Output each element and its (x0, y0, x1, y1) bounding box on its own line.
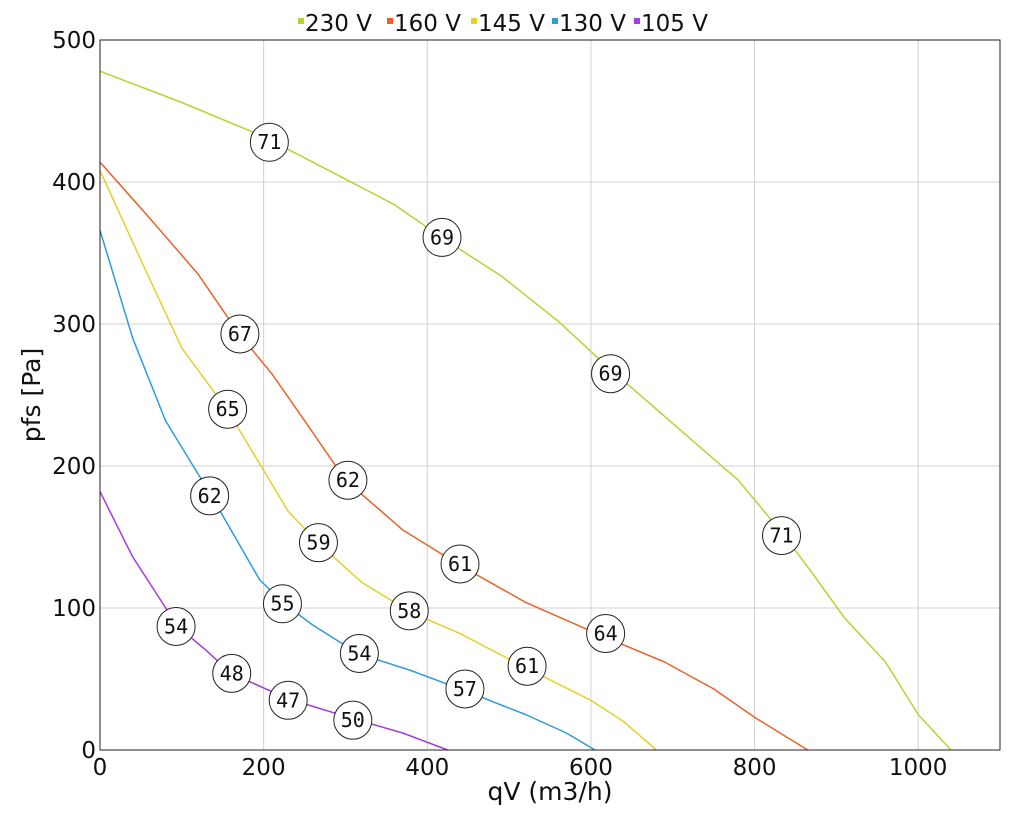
y-tick-label: 200 (52, 454, 96, 480)
annotations: 71 69 69 71 67 62 61 64 65 59 58 61 62 55 54 57 54 48 47 50 (156, 122, 802, 740)
noise-level-marker (298, 523, 338, 563)
x-tick-label: 400 (405, 755, 449, 781)
noise-level-marker (422, 217, 462, 257)
noise-level-marker (762, 516, 802, 556)
y-tick-label: 0 (81, 738, 96, 764)
tick-labels: 0 200 400 600 800 1000 0 100 200 300 400 500 (52, 28, 947, 781)
noise-level-label: 69 (430, 225, 454, 249)
noise-level-marker (268, 680, 308, 720)
noise-level-marker (445, 669, 485, 709)
noise-level-marker (262, 584, 302, 624)
y-axis-title: pfs [Pa] (17, 348, 46, 442)
noise-level-marker (249, 122, 289, 162)
legend-swatch (471, 18, 477, 24)
legend: 230 V 160 V 145 V 130 V 105 V (298, 11, 708, 37)
noise-level-label: 69 (598, 362, 622, 386)
y-tick-label: 100 (52, 596, 96, 622)
noise-level-label: 55 (270, 592, 294, 616)
noise-level-marker (591, 354, 631, 394)
noise-level-marker (440, 544, 480, 584)
y-tick-label: 300 (52, 312, 96, 338)
noise-level-marker (328, 460, 368, 500)
noise-level-marker (586, 614, 626, 654)
legend-swatch (298, 18, 304, 24)
noise-level-label: 54 (347, 641, 371, 665)
legend-label: 145 V (478, 11, 545, 37)
x-tick-label: 0 (93, 755, 108, 781)
plot-frame (99, 39, 1001, 751)
noise-level-marker (339, 633, 379, 673)
series-line-3 (99, 170, 657, 751)
noise-level-label: 62 (198, 484, 222, 508)
noise-level-label: 50 (341, 708, 365, 732)
noise-level-label: 67 (228, 322, 252, 346)
noise-level-marker (220, 314, 260, 354)
x-tick-label: 800 (733, 755, 777, 781)
noise-level-marker (190, 476, 230, 516)
noise-level-marker (208, 389, 248, 429)
noise-level-label: 59 (306, 531, 330, 555)
series-line-2 (99, 161, 809, 751)
noise-level-label: 65 (216, 397, 240, 421)
noise-level-label: 61 (515, 654, 539, 678)
noise-level-label: 62 (336, 468, 360, 492)
series-line-4 (99, 230, 596, 751)
noise-level-marker (212, 653, 252, 693)
legend-label: 105 V (641, 11, 708, 37)
noise-level-label: 71 (257, 130, 281, 154)
legend-swatch (387, 18, 393, 24)
y-tick-label: 500 (52, 28, 96, 54)
noise-level-marker (389, 591, 429, 631)
noise-level-label: 71 (769, 524, 793, 548)
legend-label: 130 V (559, 11, 626, 37)
noise-level-marker (333, 700, 373, 740)
noise-level-label: 48 (220, 661, 244, 685)
noise-level-label: 54 (164, 614, 188, 638)
x-tick-label: 1000 (889, 755, 948, 781)
noise-level-marker (156, 606, 196, 646)
y-tick-label: 400 (52, 170, 96, 196)
noise-level-label: 47 (276, 688, 300, 712)
x-axis-title: qV (m3/h) (488, 777, 613, 806)
x-tick-label: 600 (569, 755, 613, 781)
noise-level-marker (507, 646, 547, 686)
noise-level-label: 61 (448, 552, 472, 576)
noise-level-label: 58 (397, 599, 421, 623)
legend-label: 160 V (394, 11, 461, 37)
noise-level-label: 64 (594, 622, 618, 646)
legend-swatch (634, 18, 640, 24)
legend-swatch (552, 18, 558, 24)
legend-label: 230 V (305, 11, 372, 37)
noise-level-label: 57 (453, 677, 477, 701)
x-tick-label: 200 (242, 755, 286, 781)
